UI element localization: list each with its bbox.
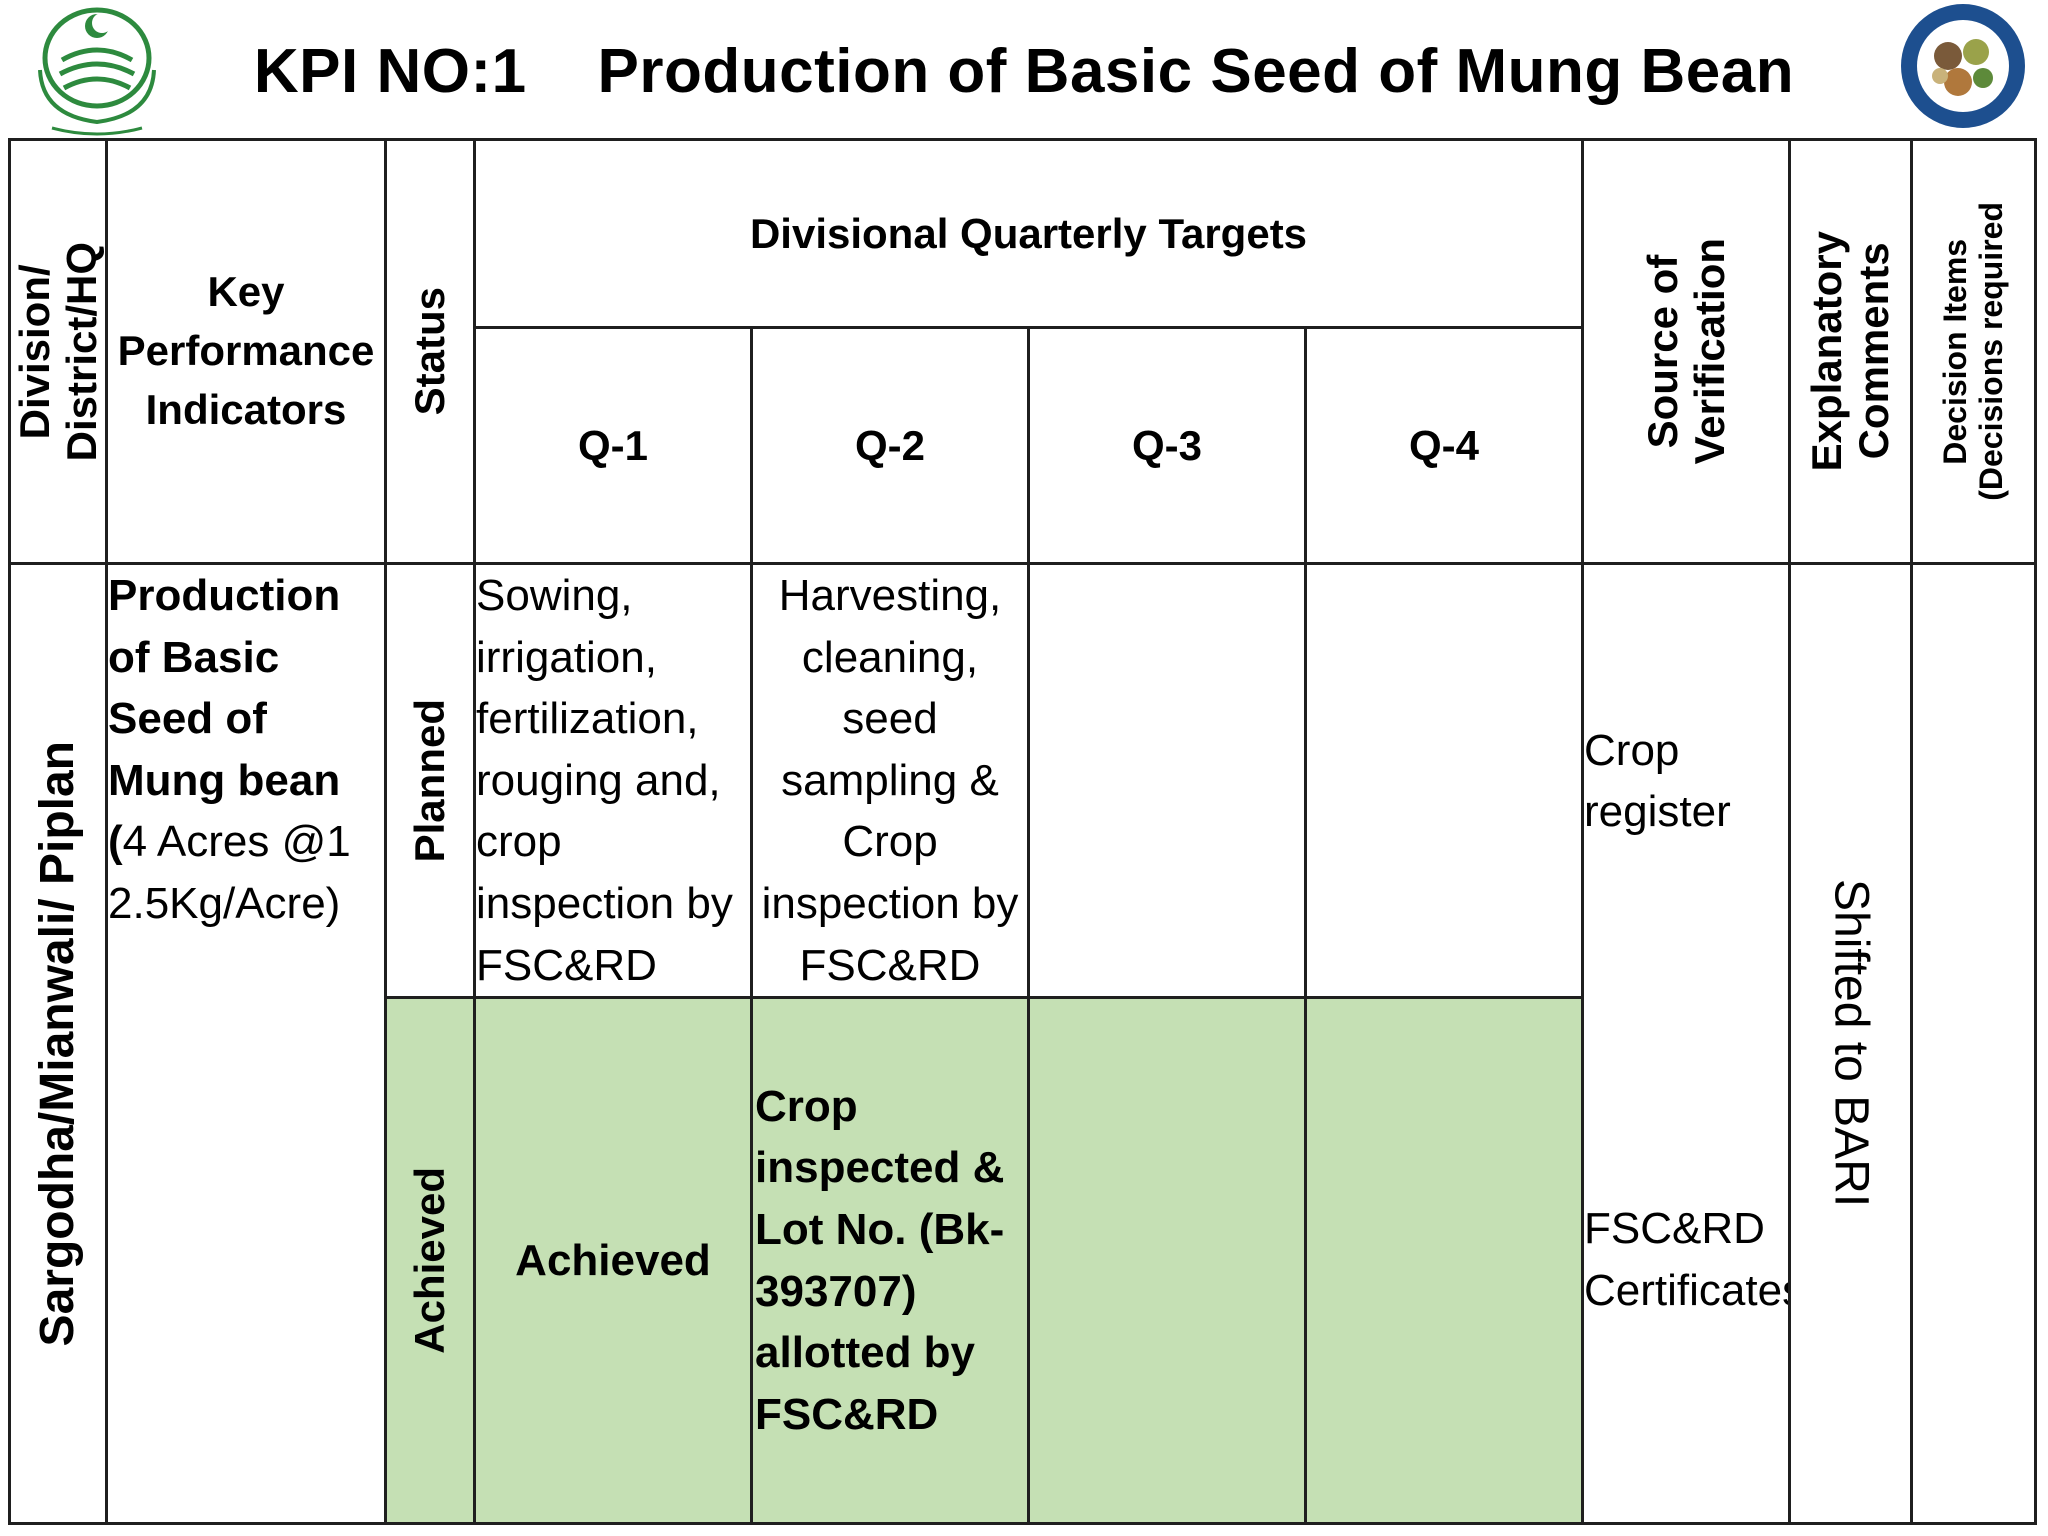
page-title: KPI NO:1 Production of Basic Seed of Mun… xyxy=(253,37,1795,106)
decision-items-header: Decision Items (Decisions required xyxy=(1910,138,2038,565)
comments-cell: Shifted to BARI xyxy=(1788,561,1914,1526)
institute-seal-icon xyxy=(1901,4,2025,128)
achieved-q2: Crop inspected & Lot No. (Bk-393707) all… xyxy=(750,996,1030,1526)
achieved-q4 xyxy=(1303,996,1585,1526)
punjab-government-logo-icon xyxy=(38,7,156,136)
kpi-cell: Production of Basic Seed of Mung bean (4… xyxy=(105,561,387,1526)
kpi-title: Production of Basic Seed of Mung bean ( xyxy=(108,571,341,867)
planned-q3 xyxy=(1027,561,1307,1000)
status-planned: Planned xyxy=(384,561,476,1000)
quarter-header-q3: Q-3 xyxy=(1027,326,1307,565)
kpi-detail: 4 Acres @12.5Kg/Acre) xyxy=(108,817,351,928)
division-cell: Sargodha/Mianwali/ Piplan xyxy=(8,561,108,1526)
source-planned: Crop register xyxy=(1581,561,1792,998)
quarter-header-q1: Q-1 xyxy=(473,326,753,565)
explanatory-comments-header: Explanatory Comments xyxy=(1788,138,1914,565)
quarterly-targets-header: Divisional Quarterly Targets xyxy=(472,138,1585,329)
quarter-header-q2: Q-2 xyxy=(750,326,1030,565)
status-header: Status xyxy=(384,138,476,565)
achieved-q3 xyxy=(1027,996,1307,1526)
kpi-header: Key Performance Indicators xyxy=(105,138,387,565)
quarter-header-q4: Q-4 xyxy=(1303,326,1585,565)
division-header: Division/ District/HQ xyxy=(8,138,108,565)
achieved-q1: Achieved xyxy=(473,996,753,1526)
kpi-table: Division/ District/HQ Key Performance In… xyxy=(8,138,2038,1526)
planned-q1: Sowing, irrigation, fertilization, rougi… xyxy=(473,561,753,1000)
decision-cell xyxy=(1910,561,2038,1526)
planned-q2: Harvesting, cleaning, seed sampling & Cr… xyxy=(750,561,1030,1000)
planned-q4 xyxy=(1303,561,1585,1000)
source-verification-header: Source of Verification xyxy=(1581,138,1792,565)
source-achieved: FSC&RD Certificates xyxy=(1581,997,1792,1526)
status-achieved: Achieved xyxy=(384,996,476,1526)
